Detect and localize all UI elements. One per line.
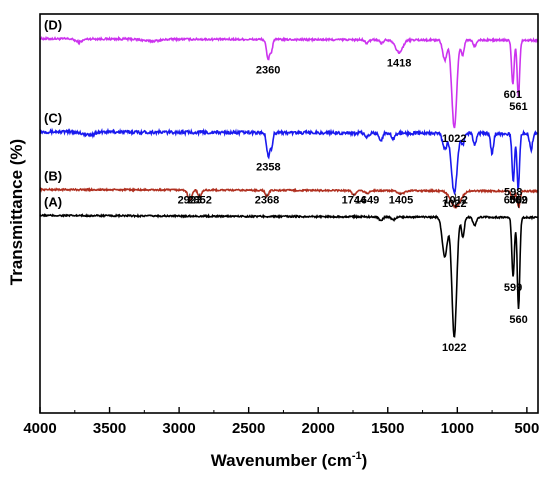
peak-label: 599 bbox=[504, 282, 522, 294]
peak-label: 1418 bbox=[387, 58, 411, 70]
x-tick-label: 3500 bbox=[93, 420, 126, 437]
peak-label: 2358 bbox=[256, 162, 280, 174]
peak-label: 2360 bbox=[256, 64, 280, 76]
peak-label: 2923 bbox=[178, 195, 202, 207]
peak-label: 1022 bbox=[442, 342, 466, 354]
x-tick-label: 3000 bbox=[162, 420, 195, 437]
series-label: (C) bbox=[44, 111, 62, 126]
plot-frame bbox=[39, 13, 539, 414]
peak-label: 2368 bbox=[255, 195, 279, 207]
peak-label: 2852 bbox=[187, 195, 211, 207]
x-tick-label: 4000 bbox=[23, 420, 56, 437]
x-tick-label: 2500 bbox=[232, 420, 265, 437]
label-layer: (D) (C) (B) (A) bbox=[44, 18, 62, 210]
peak-label: 559 bbox=[509, 195, 527, 207]
x-tick-label: 1000 bbox=[441, 420, 474, 437]
x-axis-label: Wavenumber (cm-1) bbox=[211, 450, 368, 470]
x-axis-ticks: 4000 3500 3000 2500 2000 1500 1000 500 bbox=[23, 407, 539, 437]
x-tick-label: 2000 bbox=[302, 420, 335, 437]
series-line-d bbox=[39, 35, 539, 129]
peak-label: 560 bbox=[509, 314, 527, 326]
peak-label: 561 bbox=[509, 101, 527, 113]
peak-label: 1012 bbox=[443, 195, 467, 207]
peak-label: 598 bbox=[504, 186, 522, 198]
series-label: (D) bbox=[44, 18, 62, 33]
series-line-b bbox=[39, 186, 539, 209]
peak-label: 1022 bbox=[442, 133, 466, 145]
peak-label: 1022 bbox=[442, 198, 466, 210]
series-line-c bbox=[39, 127, 539, 196]
series-label: (A) bbox=[44, 194, 62, 209]
peak-label: 1744 bbox=[342, 195, 367, 207]
y-axis-label: Transmittance (%) bbox=[7, 139, 26, 285]
series-layer bbox=[39, 35, 539, 338]
peak-label: 1405 bbox=[389, 195, 413, 207]
series-line-a bbox=[39, 213, 539, 338]
peak-label: 562 bbox=[509, 194, 527, 206]
x-tick-label: 500 bbox=[514, 420, 539, 437]
peak-label: 601 bbox=[504, 89, 522, 101]
x-tick-label: 1500 bbox=[371, 420, 404, 437]
peak-label: 1649 bbox=[355, 195, 379, 207]
peak-label: 600 bbox=[504, 195, 522, 207]
series-label: (B) bbox=[44, 169, 62, 184]
